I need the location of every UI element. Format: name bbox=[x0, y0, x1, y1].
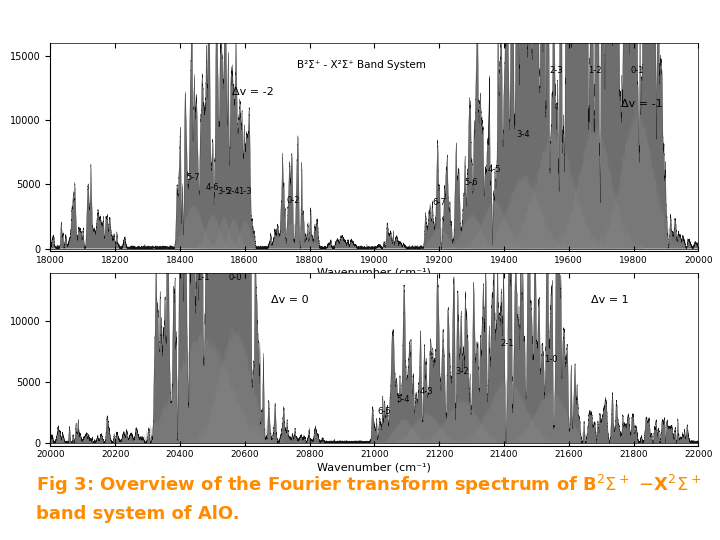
Text: 2-4: 2-4 bbox=[227, 187, 240, 196]
Text: Δv = -1: Δv = -1 bbox=[621, 99, 662, 110]
Text: 0-2: 0-2 bbox=[287, 196, 300, 205]
Text: 6-5: 6-5 bbox=[377, 407, 391, 416]
Text: 1-2: 1-2 bbox=[588, 66, 601, 75]
Text: 1-1: 1-1 bbox=[196, 273, 210, 282]
Text: 3-4: 3-4 bbox=[517, 131, 530, 139]
Text: 5-4: 5-4 bbox=[397, 395, 410, 404]
Text: 5-7: 5-7 bbox=[186, 173, 199, 182]
Text: 2-3: 2-3 bbox=[549, 66, 562, 75]
Text: band system of AlO.: band system of AlO. bbox=[36, 505, 240, 523]
Text: 2-1: 2-1 bbox=[500, 339, 514, 348]
Text: 0-0: 0-0 bbox=[228, 273, 242, 282]
Text: 3-2: 3-2 bbox=[455, 367, 469, 376]
Text: 0-1: 0-1 bbox=[630, 66, 644, 75]
Text: 5-6: 5-6 bbox=[465, 178, 478, 187]
Text: Δv = -2: Δv = -2 bbox=[232, 86, 274, 97]
Text: 1-3: 1-3 bbox=[238, 187, 251, 196]
Text: Fig 3: Overview of the Fourier transform spectrum of B$^2\Sigma^+$ $-$X$^2\Sigma: Fig 3: Overview of the Fourier transform… bbox=[36, 472, 701, 497]
X-axis label: Wavenumber (cm⁻¹): Wavenumber (cm⁻¹) bbox=[318, 462, 431, 472]
Text: 4-6: 4-6 bbox=[206, 183, 219, 192]
Text: 6-7: 6-7 bbox=[432, 199, 446, 207]
Text: 4-5: 4-5 bbox=[487, 165, 501, 174]
Text: 1-0: 1-0 bbox=[544, 355, 558, 364]
Text: 3-5: 3-5 bbox=[217, 187, 230, 196]
X-axis label: Wavenumber (cm⁻¹): Wavenumber (cm⁻¹) bbox=[318, 268, 431, 278]
Text: B²Σ⁺ - X²Σ⁺ Band System: B²Σ⁺ - X²Σ⁺ Band System bbox=[297, 60, 426, 70]
Text: Δv = 1: Δv = 1 bbox=[591, 295, 629, 305]
Text: 4-3: 4-3 bbox=[420, 387, 433, 396]
Text: Δv = 0: Δv = 0 bbox=[271, 295, 308, 305]
